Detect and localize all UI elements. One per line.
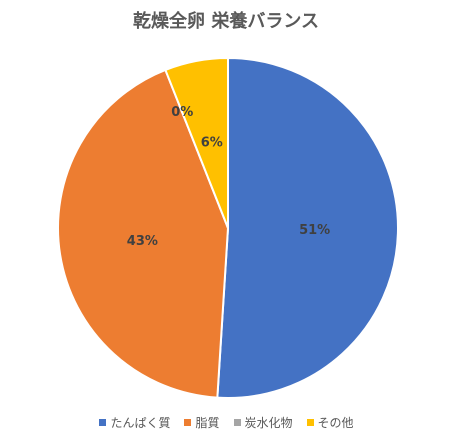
legend-label: 脂質 [195, 416, 220, 430]
chart-title: 乾燥全卵 栄養バランス [133, 10, 319, 32]
legend-swatch [184, 419, 192, 426]
legend-item: 脂質 [184, 414, 220, 431]
data-label: 6% [201, 135, 223, 150]
data-label: 43% [127, 234, 158, 249]
legend-swatch [233, 419, 241, 426]
data-label: 0% [171, 105, 193, 120]
pie-slice [56, 68, 230, 399]
data-label: 51% [299, 223, 330, 238]
legend-label: たんぱく質 [110, 416, 171, 430]
legend-swatch [306, 419, 314, 426]
pie-chart: 乾燥全卵 栄養バランス 51% 43% 0% 6% [56, 10, 399, 399]
legend-label: 炭水化物 [244, 416, 293, 430]
pie-slice [216, 56, 399, 399]
pie-slice [164, 56, 229, 229]
legend-item: たんぱく質 [99, 414, 170, 431]
legend: たんぱく質 脂質 炭水化物 その他 [0, 414, 453, 431]
legend-swatch [99, 419, 107, 426]
legend-label: その他 [317, 416, 354, 430]
legend-item: その他 [306, 414, 354, 431]
legend-item: 炭水化物 [233, 414, 293, 431]
